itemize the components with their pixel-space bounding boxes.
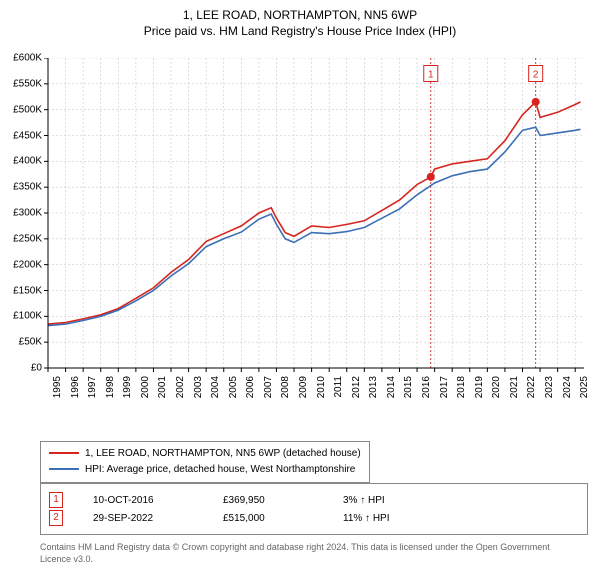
sale-price: £369,950 [223,495,303,506]
chart-container: 1, LEE ROAD, NORTHAMPTON, NN5 6WP Price … [0,8,600,568]
legend-item: HPI: Average price, detached house, West… [49,462,361,478]
x-tick-label: 2022 [526,376,537,406]
x-tick-label: 2012 [351,376,362,406]
sale-price: £515,000 [223,513,303,524]
x-tick-label: 2021 [509,376,520,406]
x-tick-label: 1995 [52,376,63,406]
x-tick-label: 2015 [403,376,414,406]
sale-marker-box: 1 [49,492,63,508]
sale-marker-box: 2 [49,510,63,526]
x-tick-label: 2018 [456,376,467,406]
title-line2: Price paid vs. HM Land Registry's House … [0,24,600,38]
y-tick-label: £500K [2,104,42,115]
x-tick-label: 2005 [228,376,239,406]
title-line1: 1, LEE ROAD, NORTHAMPTON, NN5 6WP [0,8,600,22]
chart-area: 12 £0£50K£100K£150K£200K£250K£300K£350K£… [0,58,600,408]
x-tick-label: 2006 [245,376,256,406]
y-tick-label: £0 [2,363,42,374]
x-tick-label: 2020 [491,376,502,406]
y-tick-label: £350K [2,182,42,193]
legend-label: HPI: Average price, detached house, West… [85,464,355,475]
y-tick-label: £300K [2,208,42,219]
sale-date: 10-OCT-2016 [93,495,183,506]
x-tick-label: 2004 [210,376,221,406]
x-tick-label: 1996 [70,376,81,406]
attribution-text: Contains HM Land Registry data © Crown c… [40,541,580,565]
x-tick-label: 2011 [333,376,344,406]
x-tick-label: 2023 [544,376,555,406]
sale-delta: 3% ↑ HPI [343,495,385,506]
chart-svg: 12 [0,58,600,408]
y-tick-label: £100K [2,311,42,322]
x-tick-label: 2019 [474,376,485,406]
x-tick-label: 1998 [105,376,116,406]
y-tick-label: £50K [2,337,42,348]
legend-label: 1, LEE ROAD, NORTHAMPTON, NN5 6WP (detac… [85,448,361,459]
svg-text:2: 2 [533,70,539,81]
legend-item: 1, LEE ROAD, NORTHAMPTON, NN5 6WP (detac… [49,446,361,462]
x-tick-label: 2010 [316,376,327,406]
sale-row: 2 29-SEP-2022 £515,000 11% ↑ HPI [49,510,579,526]
x-tick-label: 1999 [122,376,133,406]
x-tick-label: 2001 [157,376,168,406]
y-tick-label: £600K [2,53,42,64]
legend-swatch [49,452,79,454]
legend-box: 1, LEE ROAD, NORTHAMPTON, NN5 6WP (detac… [40,441,370,483]
x-tick-label: 2008 [280,376,291,406]
x-tick-label: 2017 [439,376,450,406]
sales-table: 1 10-OCT-2016 £369,950 3% ↑ HPI 2 29-SEP-2022… [40,483,588,535]
x-tick-label: 2014 [386,376,397,406]
x-tick-label: 2013 [368,376,379,406]
y-tick-label: £450K [2,130,42,141]
y-tick-label: £150K [2,285,42,296]
sale-delta: 11% ↑ HPI [343,513,390,524]
x-tick-label: 1997 [87,376,98,406]
x-tick-label: 2002 [175,376,186,406]
svg-text:1: 1 [428,70,434,81]
x-tick-label: 2000 [140,376,151,406]
sale-date: 29-SEP-2022 [93,513,183,524]
y-tick-label: £250K [2,233,42,244]
x-tick-label: 2007 [263,376,274,406]
x-tick-label: 2009 [298,376,309,406]
x-tick-label: 2024 [562,376,573,406]
legend-swatch [49,468,79,470]
x-tick-label: 2003 [193,376,204,406]
y-tick-label: £400K [2,156,42,167]
y-tick-label: £200K [2,259,42,270]
y-tick-label: £550K [2,78,42,89]
x-tick-label: 2016 [421,376,432,406]
x-tick-label: 2025 [579,376,590,406]
sale-row: 1 10-OCT-2016 £369,950 3% ↑ HPI [49,492,579,508]
